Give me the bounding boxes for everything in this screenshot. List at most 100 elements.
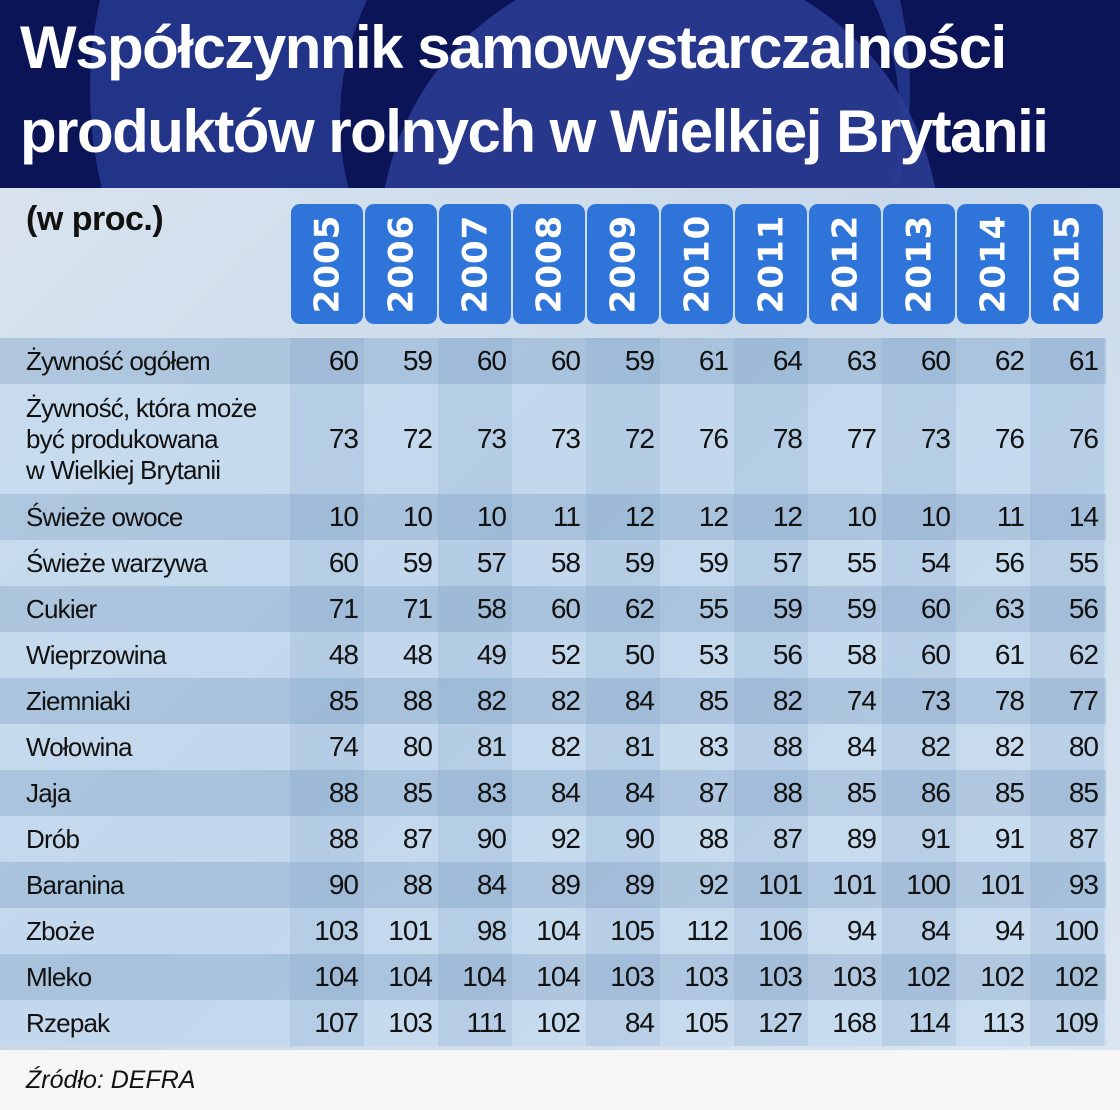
- table-cell: 91: [994, 823, 1025, 854]
- year-header-2008: 2008: [513, 204, 585, 324]
- table-cell: 90: [438, 816, 512, 862]
- table-cell: 85: [698, 685, 729, 716]
- table-cell: 77: [1030, 678, 1104, 724]
- table-cell: 92: [550, 823, 581, 854]
- table-cell: 63: [994, 593, 1025, 624]
- year-header-2012: 2012: [809, 204, 881, 324]
- table-cell: 84: [586, 678, 660, 724]
- table-cell: 103: [388, 1007, 433, 1038]
- decorative-circle: [380, 0, 940, 188]
- year-label: 2010: [677, 214, 718, 314]
- table-cell: 64: [734, 338, 808, 384]
- table-cell: 60: [550, 593, 581, 624]
- table-cell: 63: [846, 345, 877, 376]
- table-cell: 55: [698, 593, 729, 624]
- table-cell: 93: [1030, 862, 1104, 908]
- year-header-2005: 2005: [291, 204, 363, 324]
- table-cell: 83: [438, 770, 512, 816]
- year-header-2013: 2013: [883, 204, 955, 324]
- year-header-2011: 2011: [735, 204, 807, 324]
- table-cell: 82: [882, 724, 956, 770]
- table-cell: 80: [402, 731, 433, 762]
- table-cell: 14: [1030, 494, 1104, 540]
- table-cell: 101: [980, 869, 1025, 900]
- table-cell: 103: [586, 954, 660, 1000]
- table-cell: 60: [882, 338, 956, 384]
- table-cell: 103: [684, 961, 729, 992]
- table-cell: 94: [846, 915, 877, 946]
- title-line-1: Współczynnik samowystarczalności: [20, 14, 1007, 81]
- table-cell: 88: [290, 770, 364, 816]
- table-cell: 98: [438, 908, 512, 954]
- table-cell: 102: [882, 954, 956, 1000]
- table-row: Mleko 104 104 104 104 103 103 103 103 102 102 102: [0, 954, 1106, 1000]
- row-label-line: Żywność, która może: [26, 392, 257, 423]
- table-cell: 109: [1030, 1000, 1104, 1046]
- table-cell: 11: [996, 501, 1025, 532]
- table-cell: 12: [698, 501, 729, 532]
- table-cell: 86: [882, 770, 956, 816]
- year-header-2007: 2007: [439, 204, 511, 324]
- table-cell: 81: [586, 724, 660, 770]
- table-cell: 82: [734, 678, 808, 724]
- table-row: Drób 88 87 90 92 90 88 87 89 91 91 87: [0, 816, 1106, 862]
- table-cell: 101: [734, 862, 808, 908]
- table-cell: 10: [438, 494, 512, 540]
- table-cell: 56: [1030, 586, 1104, 632]
- table-cell: 12: [586, 494, 660, 540]
- table-cell: 113: [982, 1007, 1025, 1038]
- table-cell: 83: [698, 731, 729, 762]
- year-label: 2013: [899, 214, 940, 314]
- year-header-2009: 2009: [587, 204, 659, 324]
- table-cell: 88: [402, 869, 433, 900]
- table-row: Wołowina 74 80 81 82 81 83 88 84 82 82 80: [0, 724, 1106, 770]
- table-cell: 85: [402, 777, 433, 808]
- year-header-2014: 2014: [957, 204, 1029, 324]
- table-cell: 104: [536, 961, 581, 992]
- table-cell: 59: [734, 586, 808, 632]
- table-cell: 90: [290, 862, 364, 908]
- table-cell: 60: [290, 540, 364, 586]
- table-cell: 111: [438, 1000, 512, 1046]
- table-cell: 101: [388, 915, 433, 946]
- table-row: Wieprzowina 48 48 49 52 50 53 56 58 60 61 62: [0, 632, 1106, 678]
- table-cell: 104: [388, 961, 433, 992]
- table-cell: 102: [536, 1007, 581, 1038]
- year-header-2010: 2010: [661, 204, 733, 324]
- table-cell: 82: [550, 685, 581, 716]
- table-cell: 114: [882, 1000, 956, 1046]
- table-row: Świeże warzywa 60 59 57 58 59 59 57 55 54 56 55: [0, 540, 1106, 586]
- table-cell: 80: [1030, 724, 1104, 770]
- year-label: 2007: [455, 214, 496, 314]
- table-cell: 104: [438, 954, 512, 1000]
- table-row: Świeże owoce 10 10 10 11 12 12 12 10 10 11 14: [0, 494, 1106, 540]
- table-cell: 89: [550, 869, 581, 900]
- table-cell: 10: [846, 501, 877, 532]
- chart-title: Współczynnik samowystarczalności produkt…: [20, 6, 1110, 174]
- row-label: Żywność, która może być produkowana w Wiel…: [0, 393, 290, 486]
- table-cell: 54: [882, 540, 956, 586]
- table-cell: 73: [882, 384, 956, 494]
- table-cell: 104: [290, 954, 364, 1000]
- table-row: Cukier 71 71 58 60 62 55 59 59 60 63 56: [0, 586, 1106, 632]
- title-line-2: produktów rolnych w Wielkiej Brytanii: [20, 98, 1049, 165]
- table-row: Żywność ogółem 60 59 60 60 59 61 64 63 60 62 61: [0, 338, 1106, 384]
- table-cell: 82: [994, 731, 1025, 762]
- table-cell: 10: [402, 501, 433, 532]
- table-cell: 78: [994, 685, 1025, 716]
- row-label: Zboże: [26, 915, 95, 946]
- table-cell: 100: [882, 862, 956, 908]
- year-header-row: 2005 2006 2007 2008 2009 2010 2011 2012 2013 2014…: [291, 204, 1103, 324]
- table-cell: 87: [734, 816, 808, 862]
- table-cell: 87: [402, 823, 433, 854]
- table-cell: 85: [994, 777, 1025, 808]
- table-cell: 74: [290, 724, 364, 770]
- year-label: 2015: [1047, 214, 1088, 314]
- table-cell: 73: [550, 423, 581, 454]
- table-cell: 84: [882, 908, 956, 954]
- year-label: 2008: [529, 214, 570, 314]
- table-cell: 76: [698, 423, 729, 454]
- table-cell: 62: [1030, 632, 1104, 678]
- year-label: 2012: [825, 214, 866, 314]
- year-label: 2011: [751, 214, 792, 314]
